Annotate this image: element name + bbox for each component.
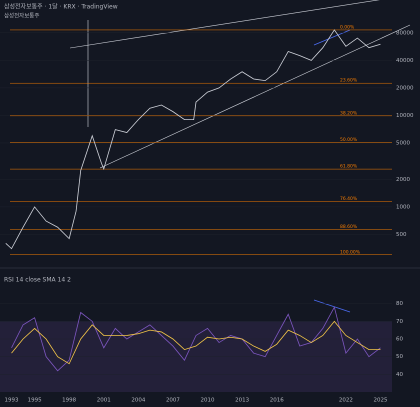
fib-label: 88.60% bbox=[340, 224, 358, 230]
chart-title: 삼성전자보통주 · 1달 · KRX · TradingView bbox=[4, 3, 118, 11]
fib-label: 61.80% bbox=[340, 164, 358, 170]
legend-entry: 삼성전자보통주 bbox=[4, 12, 39, 20]
divergence-line bbox=[313, 29, 351, 46]
y-tick-label: 10000 bbox=[396, 113, 414, 119]
x-tick-label: 2016 bbox=[270, 398, 284, 404]
series-line bbox=[5, 29, 381, 250]
x-tick-label: 2013 bbox=[235, 398, 249, 404]
y-tick-label: 20000 bbox=[396, 85, 414, 91]
y-tick-label: 80 bbox=[396, 301, 403, 307]
channel-line bbox=[99, 24, 411, 169]
y-tick-label: 40 bbox=[396, 372, 403, 378]
x-tick-label: 2025 bbox=[373, 398, 387, 404]
divergence-line bbox=[313, 299, 351, 313]
x-tick-label: 2001 bbox=[97, 398, 111, 404]
rsi-title: RSI 14 close SMA 14 2 bbox=[4, 277, 71, 284]
y-tick-label: 500 bbox=[396, 232, 407, 238]
x-tick-label: 2007 bbox=[166, 398, 180, 404]
y-tick-label: 5000 bbox=[396, 140, 410, 146]
y-tick-label: 70 bbox=[396, 319, 403, 325]
fib-label: 0.00% bbox=[340, 24, 355, 30]
series-line bbox=[11, 306, 381, 372]
x-tick-label: 2004 bbox=[131, 398, 145, 404]
fib-label: 50.00% bbox=[340, 137, 358, 143]
fib-label: 38.20% bbox=[340, 110, 358, 116]
y-tick-label: 2000 bbox=[396, 177, 410, 183]
y-tick-label: 1000 bbox=[396, 204, 410, 210]
series-line bbox=[11, 320, 381, 365]
fib-label: 23.60% bbox=[340, 78, 358, 84]
y-tick-label: 60 bbox=[396, 337, 403, 343]
y-tick-label: 80000 bbox=[396, 30, 414, 36]
x-tick-label: 1995 bbox=[28, 398, 42, 404]
channel-line bbox=[69, 0, 380, 49]
x-tick-label: 1998 bbox=[62, 398, 76, 404]
fib-label: 76.40% bbox=[340, 196, 358, 202]
y-tick-label: 40000 bbox=[396, 58, 414, 64]
y-tick-label: 50 bbox=[396, 354, 403, 360]
x-tick-label: 2010 bbox=[201, 398, 215, 404]
fib-label: 100.00% bbox=[340, 249, 361, 255]
x-tick-label: 1993 bbox=[5, 398, 19, 404]
x-tick-label: 2022 bbox=[339, 398, 353, 404]
